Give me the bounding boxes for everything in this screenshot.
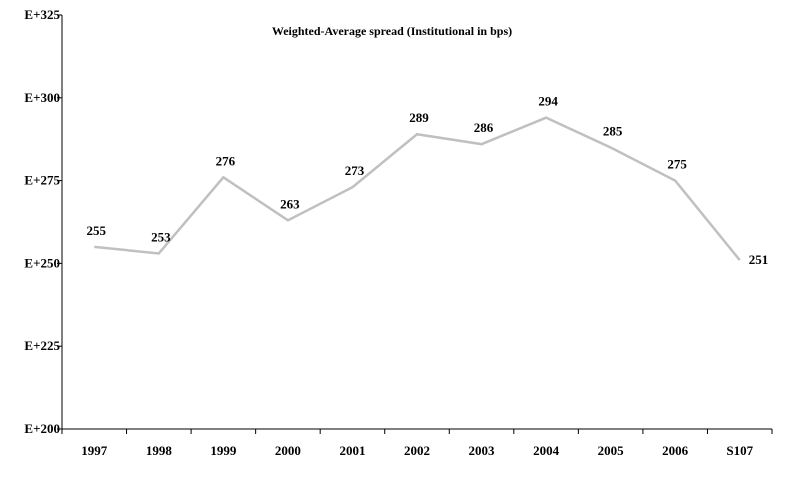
x-tick-labels: 1997 1998 1999 2000 2001 2002 2003 2004 2005 2006… — [81, 443, 753, 458]
data-label: 289 — [409, 110, 429, 125]
x-tick-label: 2003 — [469, 443, 496, 458]
data-label: 294 — [538, 94, 558, 109]
data-label: 255 — [87, 223, 107, 238]
axes — [57, 14, 773, 434]
data-label: 273 — [345, 163, 365, 178]
y-tick-label: E+300 — [24, 90, 60, 105]
y-tick-label: E+325 — [24, 7, 60, 22]
x-tick-label: 2006 — [662, 443, 689, 458]
data-label: 276 — [216, 153, 236, 168]
x-tick-label: 1997 — [81, 443, 108, 458]
x-tick-label: 1999 — [210, 443, 237, 458]
x-tick-label: 2001 — [339, 443, 365, 458]
data-label: 286 — [474, 120, 494, 135]
y-tick-labels: E+200 E+225 E+250 E+275 E+300 E+325 — [24, 7, 60, 436]
x-tick-label: S107 — [726, 443, 753, 458]
x-tick-label: 1998 — [146, 443, 173, 458]
data-label: 285 — [603, 123, 623, 138]
x-tick-label: 2005 — [598, 443, 625, 458]
y-tick-label: E+275 — [24, 173, 60, 188]
y-tick-label: E+225 — [24, 338, 60, 353]
chart-title: Weighted-Average spread (Institutional i… — [272, 24, 512, 38]
x-tick-label: 2004 — [533, 443, 560, 458]
data-label: 251 — [749, 252, 769, 267]
data-label: 253 — [151, 229, 171, 244]
x-tick-label: 2002 — [404, 443, 430, 458]
data-label: 275 — [667, 157, 687, 172]
series-line — [94, 116, 741, 261]
y-tick-label: E+250 — [24, 255, 60, 270]
x-tick-label: 2000 — [275, 443, 301, 458]
data-label: 263 — [280, 196, 300, 211]
y-tick-label: E+200 — [24, 421, 60, 436]
data-labels: 255 253 276 263 273 289 286 294 285 275 251 — [87, 94, 769, 267]
